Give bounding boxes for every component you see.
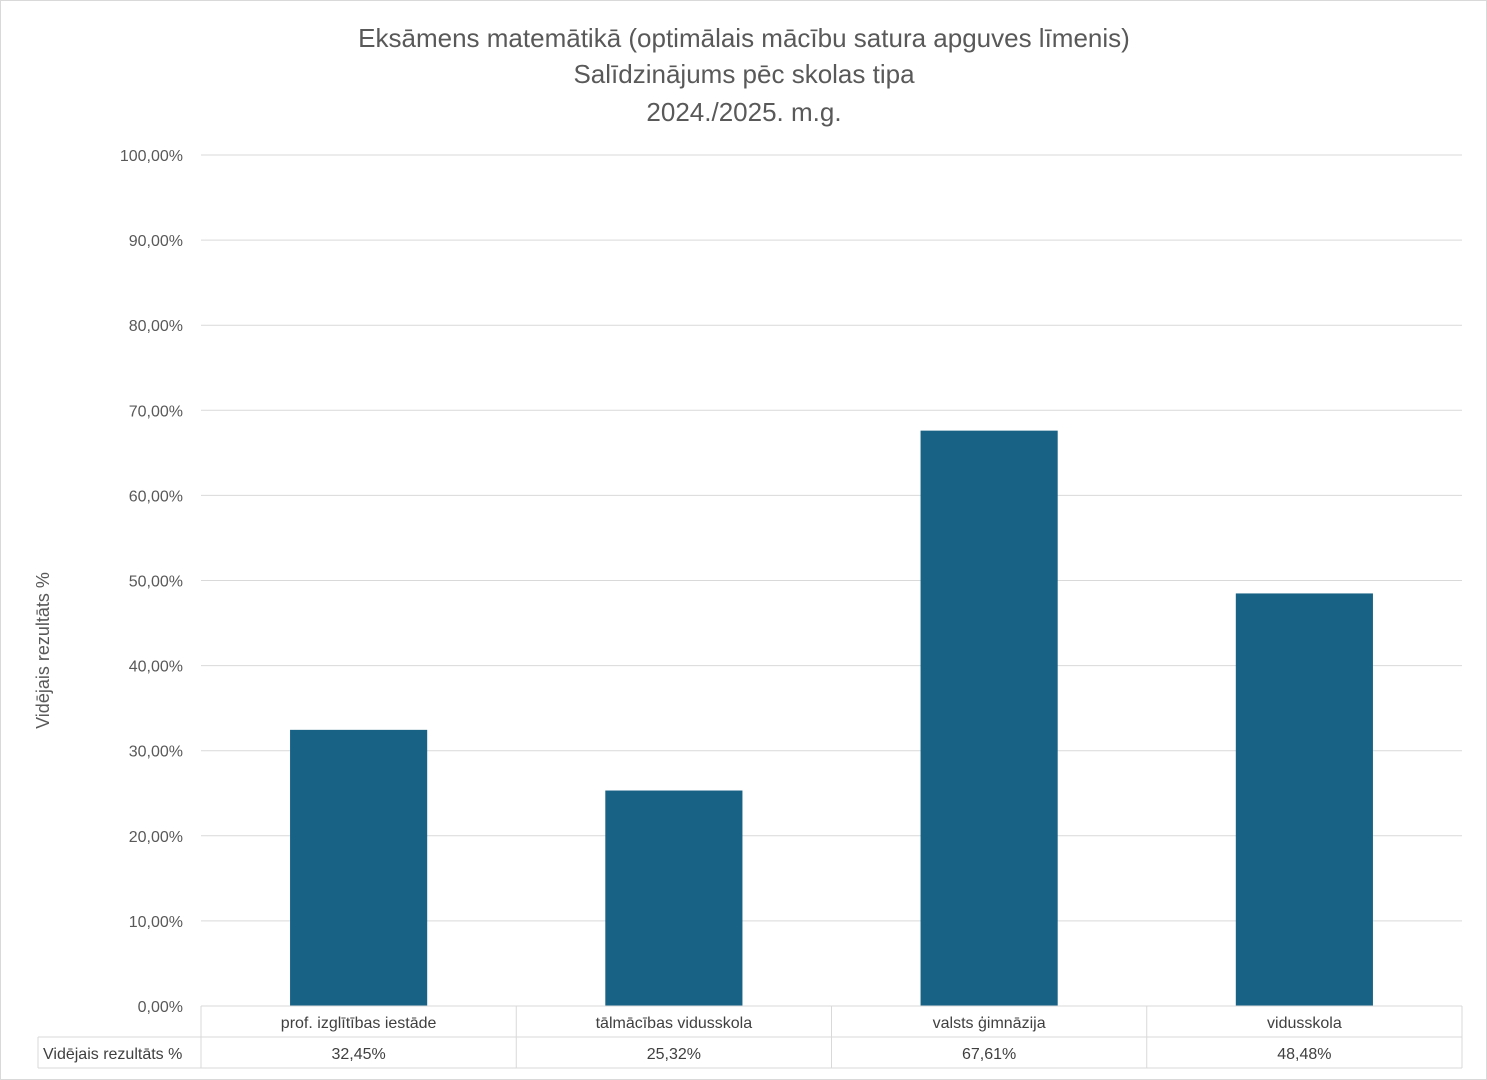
y-tick-label: 40,00% [129,659,183,676]
category-label: tālmācības vidusskola [596,1015,753,1032]
bar-2 [605,790,743,1006]
y-tick-label: 100,00% [120,148,183,165]
y-tick-label: 50,00% [129,574,183,591]
data-table-value: 32,45% [331,1046,385,1063]
category-label: valsts ģimnāzija [933,1014,1046,1032]
data-table-value: 25,32% [647,1046,701,1063]
category-label: prof. izglītības iestāde [281,1015,437,1032]
data-table-value: 67,61% [962,1046,1016,1063]
data-table-value: 48,48% [1277,1046,1331,1063]
y-tick-label: 10,00% [129,914,183,931]
y-tick-label: 30,00% [129,744,183,761]
chart-title-line: Salīdzinājums pēc skolas tipa [573,59,915,89]
chart-title-line: Eksāmens matemātikā (optimālais mācību s… [358,23,1130,53]
y-tick-label: 80,00% [129,318,183,335]
y-tick-label: 70,00% [129,403,183,420]
y-tick-label: 0,00% [138,999,183,1016]
y-tick-label: 90,00% [129,233,183,250]
y-tick-label: 20,00% [129,829,183,846]
category-label: vidusskola [1267,1015,1342,1032]
bar-3 [920,430,1058,1006]
chart-title-line: 2024./2025. m.g. [646,97,841,127]
data-table-series-label: Vidējais rezultāts % [43,1046,182,1063]
bar-4 [1235,593,1373,1006]
y-tick-label: 60,00% [129,488,183,505]
y-axis-title: Vidējais rezultāts % [33,572,53,729]
bar-1 [290,729,428,1006]
